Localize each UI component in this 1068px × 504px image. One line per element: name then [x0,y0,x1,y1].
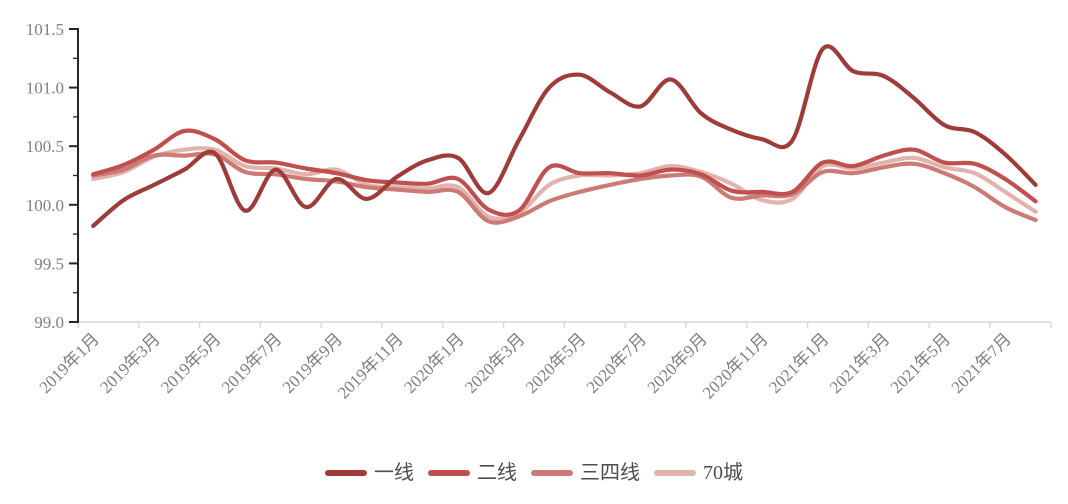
legend-label-tier1: 一线 [374,462,414,484]
y-tick-label: 99.0 [34,313,64,332]
x-tick-label: 2019年7月 [218,329,286,397]
y-tick-label: 100.5 [26,137,64,156]
y-tick-label: 101.5 [26,20,64,39]
legend-label-tier2: 二线 [477,462,517,484]
x-tick-label: 2020年7月 [583,329,651,397]
legend-item-tier1[interactable]: 一线 [325,463,414,483]
x-tick-label: 2021年1月 [765,329,833,397]
legend-swatch-tier34 [531,470,573,476]
x-tick-label: 2021年7月 [947,329,1015,397]
x-tick-label: 2020年11月 [699,329,772,402]
series-line-tier1[interactable] [91,44,1038,228]
legend-item-tier2[interactable]: 二线 [428,463,517,483]
legend-label-tier34: 三四线 [580,462,640,484]
x-tick-label: 2020年5月 [522,329,590,397]
legend-swatch-tier2 [428,470,470,476]
x-tick-label: 2019年1月 [35,329,103,397]
y-tick-label: 101.0 [26,79,64,98]
legend-swatch-tier1 [325,470,367,476]
series-line-tier34[interactable] [91,151,1038,225]
x-tick-label: 2021年3月 [826,329,894,397]
x-tick-label: 2020年1月 [400,329,468,397]
x-tick-label: 2019年11月 [334,329,407,402]
legend-item-tier34[interactable]: 三四线 [531,463,640,483]
x-tick-label: 2021年5月 [887,329,955,397]
chart-legend: 一线 二线 三四线 70城 [0,463,1068,483]
y-tick-label: 100.0 [26,196,64,215]
x-tick-label: 2019年3月 [96,329,164,397]
legend-label-cities70: 70城 [703,462,743,484]
x-tick-label: 2020年3月 [461,329,529,397]
legend-swatch-cities70 [654,470,696,476]
x-tick-label: 2019年5月 [157,329,225,397]
legend-item-cities70[interactable]: 70城 [654,463,743,483]
series-line-tier2[interactable] [91,128,1038,217]
series-line-cities70[interactable] [91,146,1038,221]
y-tick-label: 99.5 [34,254,64,273]
